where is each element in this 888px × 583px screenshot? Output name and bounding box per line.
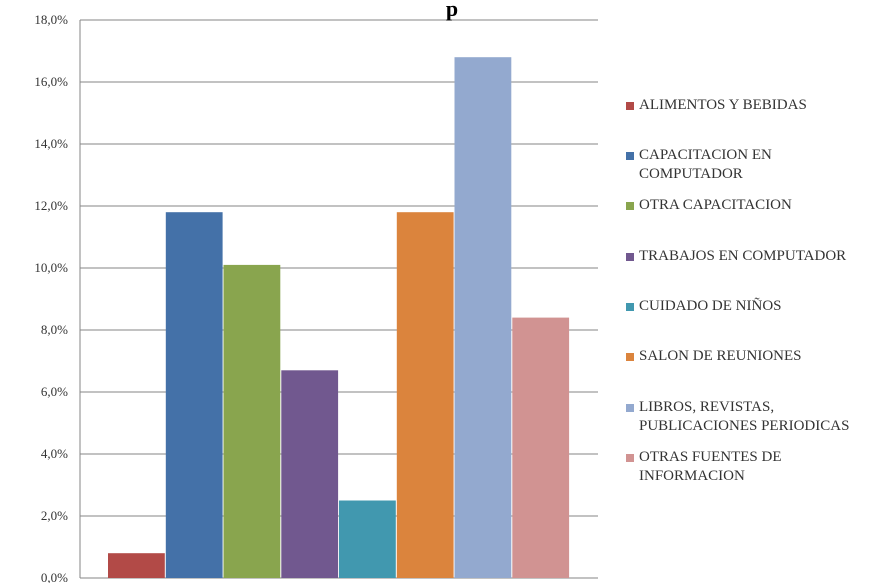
legend-label: OTRAS FUENTES DE INFORMACION xyxy=(639,449,782,484)
bar-6 xyxy=(396,212,454,578)
y-tick-label: 10,0% xyxy=(34,260,68,275)
legend-label: OTRA CAPACITACION xyxy=(639,197,792,213)
legend-swatch xyxy=(626,202,634,210)
legend-swatch xyxy=(626,102,634,110)
legend-item: OTRA CAPACITACION xyxy=(626,196,888,215)
legend-label: CUIDADO DE NIÑOS xyxy=(639,298,782,314)
bar-2 xyxy=(165,212,223,578)
legend-item: CAPACITACION EN COMPUTADOR xyxy=(626,146,888,184)
chart-title: p xyxy=(446,0,458,21)
y-tick-label: 2,0% xyxy=(41,508,68,523)
bars xyxy=(108,57,570,578)
legend-item: OTRAS FUENTES DE INFORMACION xyxy=(626,448,888,486)
legend-label: LIBROS, REVISTAS, PUBLICACIONES PERIODICA… xyxy=(639,399,850,434)
legend-item: ALIMENTOS Y BEBIDAS xyxy=(626,96,888,115)
y-tick-label: 4,0% xyxy=(41,446,68,461)
legend-swatch xyxy=(626,303,634,311)
y-tick-label: 6,0% xyxy=(41,384,68,399)
legend-swatch xyxy=(626,253,634,261)
y-tick-label: 14,0% xyxy=(34,136,68,151)
legend-swatch xyxy=(626,353,634,361)
legend-swatch xyxy=(626,404,634,412)
y-tick-label: 0,0% xyxy=(41,570,68,583)
legend-label: ALIMENTOS Y BEBIDAS xyxy=(639,97,807,113)
bar-3 xyxy=(223,264,281,578)
legend-label: TRABAJOS EN COMPUTADOR xyxy=(639,248,847,264)
bar-1 xyxy=(108,553,165,578)
y-tick-label: 16,0% xyxy=(34,74,68,89)
bar-4 xyxy=(281,370,339,578)
legend-item: CUIDADO DE NIÑOS xyxy=(626,297,888,316)
bar-8 xyxy=(512,317,570,578)
legend-label: SALON DE REUNIONES xyxy=(639,348,802,364)
legend-item: TRABAJOS EN COMPUTADOR xyxy=(626,247,888,266)
bar-7 xyxy=(454,57,512,578)
legend-swatch xyxy=(626,454,634,462)
legend-swatch xyxy=(626,152,634,160)
y-tick-label: 8,0% xyxy=(41,322,68,337)
legend-item: LIBROS, REVISTAS, PUBLICACIONES PERIODICA… xyxy=(626,398,888,436)
y-tick-label: 12,0% xyxy=(34,198,68,213)
bar-5 xyxy=(339,500,396,578)
legend-label: CAPACITACION EN COMPUTADOR xyxy=(639,147,772,182)
legend-item: SALON DE REUNIONES xyxy=(626,347,888,366)
y-tick-label: 18,0% xyxy=(34,12,68,27)
y-axis-ticks: 0,0% 2,0% 4,0% 6,0% 8,0% 10,0% 12,0% 14,0% 16,0%… xyxy=(34,12,68,583)
